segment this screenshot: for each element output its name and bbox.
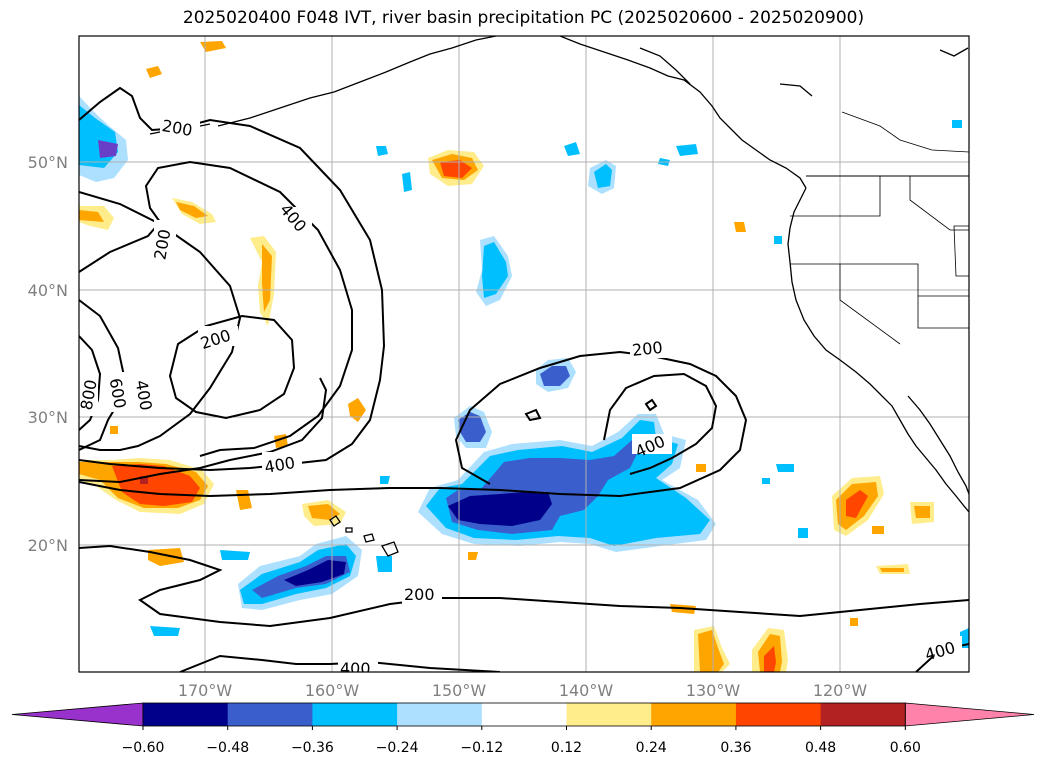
lon-label: 140°W: [559, 681, 614, 700]
colorbar-tick-label: −0.12: [460, 740, 503, 756]
contour-labels: 200 400 200 200 800 600 400 400 200 400 …: [77, 116, 962, 678]
colorbar-segment: [651, 703, 737, 726]
longitude-labels: 170°W 160°W 150°W 140°W 130°W 120°W: [178, 681, 868, 700]
lon-label: 160°W: [305, 681, 360, 700]
contour-label: 800: [77, 378, 101, 411]
colorbar-tick-label: −0.24: [376, 740, 419, 756]
colorbar-tick-label: −0.48: [206, 740, 249, 756]
contour-label: 200: [404, 585, 435, 604]
map-frame: [78, 35, 970, 673]
colorbar-segment: [143, 703, 229, 726]
lat-label: 20°N: [28, 536, 68, 555]
colorbar-segment: [820, 703, 906, 726]
lon-label: 170°W: [178, 681, 233, 700]
map-content: 200 400 200 200 800 600 400 400 200 400 …: [77, 36, 969, 678]
graticule: [79, 36, 969, 672]
map-title: 2025020400 F048 IVT, river basin precipi…: [182, 8, 865, 28]
colorbar-tick-label: 0.48: [805, 740, 836, 756]
colorbar-tick-label: −0.60: [122, 740, 165, 756]
contour-label: 400: [276, 200, 310, 236]
colorbar-frame: [142, 702, 906, 727]
colorbar-segment: [397, 703, 483, 726]
colorbar-segment: [312, 703, 398, 726]
colorbar: −0.60 −0.48 −0.36 −0.24 −0.12 0.12 0.24 0.36 0.4…: [11, 702, 1035, 756]
lat-label: 40°N: [28, 281, 68, 300]
coastlines: [149, 36, 969, 557]
colorbar-tick-label: −0.36: [291, 740, 334, 756]
colorbar-segment: [227, 703, 313, 726]
lon-label: 150°W: [432, 681, 487, 700]
colorbar-segment: [481, 703, 567, 726]
lat-label: 50°N: [28, 153, 68, 172]
colorbar-segment: [566, 703, 652, 726]
colorbar-extend-right: [904, 702, 1035, 727]
lon-label: 120°W: [813, 681, 868, 700]
colorbar-tick-label: 0.60: [890, 740, 921, 756]
contour-label: 400: [263, 453, 296, 477]
colorbar-tick-label: 0.24: [636, 740, 667, 756]
contour-label: 400: [340, 659, 371, 678]
contour-label: 200: [631, 338, 663, 360]
lon-label: 130°W: [686, 681, 741, 700]
colorbar-segment: [735, 703, 822, 726]
colorbar-extend-left: [11, 702, 144, 727]
colorbar-tick-label: 0.36: [720, 740, 751, 756]
latitude-labels: 50°N 40°N 30°N 20°N: [28, 153, 68, 555]
colorbar-tick-label: 0.12: [551, 740, 582, 756]
lat-label: 30°N: [28, 408, 68, 427]
